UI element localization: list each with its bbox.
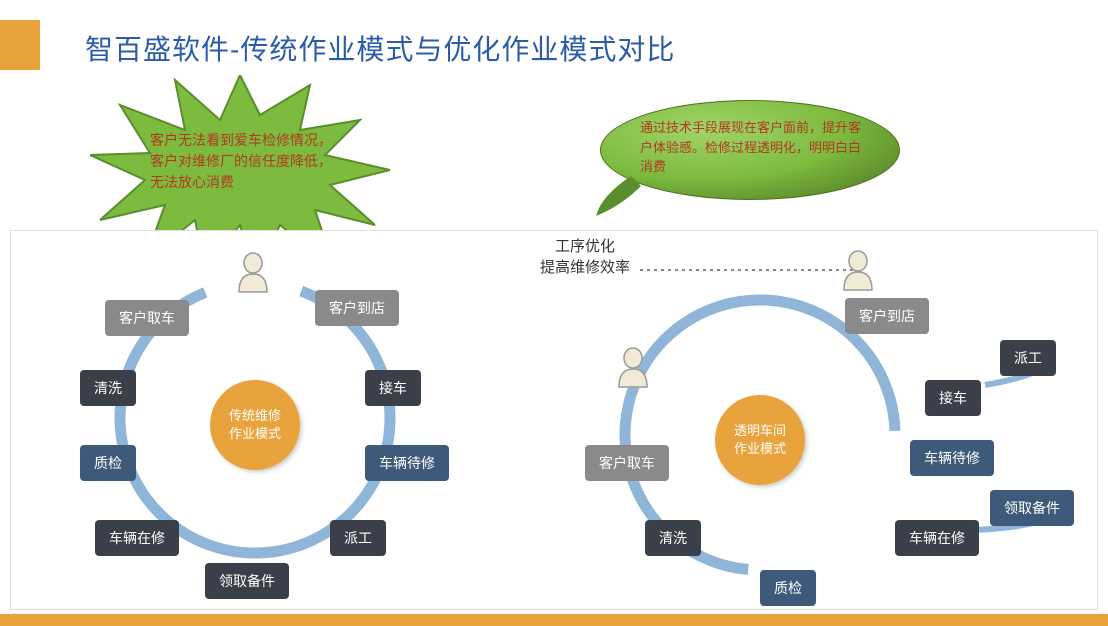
accent-bar-bottom	[0, 614, 1108, 626]
left-node-5: 车辆在修	[95, 520, 179, 556]
opt-l1: 工序优化	[540, 236, 630, 257]
right-node-7: 清洗	[645, 520, 701, 556]
right-node-3: 车辆待修	[910, 440, 994, 476]
person-icon	[840, 248, 876, 292]
accent-bar-left	[0, 20, 40, 70]
left-cycle-center: 传统维修 作业模式	[210, 380, 300, 470]
right-node-6: 质检	[760, 570, 816, 606]
right-node-5: 车辆在修	[895, 520, 979, 556]
right-center-l1: 透明车间	[734, 422, 786, 440]
callout-speech: 通过技术手段展现在客户面前，提升客户体验感。检修过程透明化，明明白白消费	[600, 100, 920, 230]
left-node-3: 派工	[330, 520, 386, 556]
left-center-l2: 作业模式	[229, 425, 281, 443]
left-node-8: 客户取车	[105, 300, 189, 336]
right-node-4: 领取备件	[990, 490, 1074, 526]
optimization-label: 工序优化 提高维修效率	[540, 236, 630, 278]
left-node-1: 接车	[365, 370, 421, 406]
right-node-0: 客户到店	[845, 298, 929, 334]
right-cycle-center: 透明车间 作业模式	[715, 395, 805, 485]
person-icon	[615, 345, 651, 389]
left-node-2: 车辆待修	[365, 445, 449, 481]
opt-l2: 提高维修效率	[540, 257, 630, 278]
right-node-1: 派工	[1000, 340, 1056, 376]
page-title: 智百盛软件-传统作业模式与优化作业模式对比	[85, 28, 675, 68]
right-center-l2: 作业模式	[734, 440, 786, 458]
right-node-2: 接车	[925, 380, 981, 416]
person-icon	[235, 250, 271, 294]
left-node-7: 清洗	[80, 370, 136, 406]
left-node-6: 质检	[80, 445, 136, 481]
left-node-0: 客户到店	[315, 290, 399, 326]
callout-starburst-text: 客户无法看到爱车检修情况，客户对维修厂的信任度降低，无法放心消费	[150, 130, 340, 193]
callout-speech-text: 通过技术手段展现在客户面前，提升客户体验感。检修过程透明化，明明白白消费	[640, 118, 870, 177]
left-node-4: 领取备件	[205, 563, 289, 599]
left-center-l1: 传统维修	[229, 407, 281, 425]
right-node-8: 客户取车	[585, 445, 669, 481]
